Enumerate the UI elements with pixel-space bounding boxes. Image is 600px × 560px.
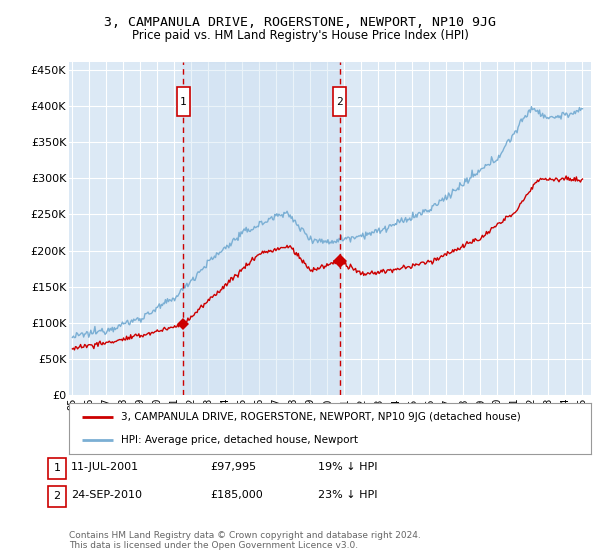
Text: 24-SEP-2010: 24-SEP-2010 (71, 490, 142, 500)
Text: Price paid vs. HM Land Registry's House Price Index (HPI): Price paid vs. HM Land Registry's House … (131, 29, 469, 42)
Bar (184, 62, 340, 395)
FancyBboxPatch shape (334, 87, 346, 116)
Text: 2: 2 (53, 491, 61, 501)
Text: 1: 1 (53, 463, 61, 473)
Text: 3, CAMPANULA DRIVE, ROGERSTONE, NEWPORT, NP10 9JG (detached house): 3, CAMPANULA DRIVE, ROGERSTONE, NEWPORT,… (121, 412, 521, 422)
Text: 11-JUL-2001: 11-JUL-2001 (71, 462, 139, 472)
Text: £185,000: £185,000 (210, 490, 263, 500)
Text: 23% ↓ HPI: 23% ↓ HPI (318, 490, 377, 500)
FancyBboxPatch shape (177, 87, 190, 116)
Text: 19% ↓ HPI: 19% ↓ HPI (318, 462, 377, 472)
Text: HPI: Average price, detached house, Newport: HPI: Average price, detached house, Newp… (121, 435, 358, 445)
Text: 3, CAMPANULA DRIVE, ROGERSTONE, NEWPORT, NP10 9JG: 3, CAMPANULA DRIVE, ROGERSTONE, NEWPORT,… (104, 16, 496, 29)
Text: £97,995: £97,995 (210, 462, 256, 472)
Text: Contains HM Land Registry data © Crown copyright and database right 2024.
This d: Contains HM Land Registry data © Crown c… (69, 531, 421, 550)
Text: 1: 1 (180, 96, 187, 106)
Text: 2: 2 (337, 96, 343, 106)
